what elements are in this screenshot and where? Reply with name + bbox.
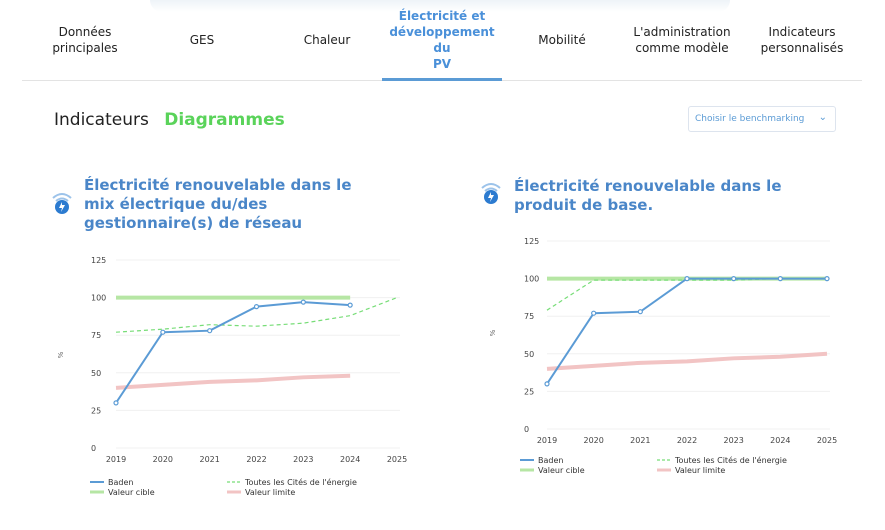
data-point	[300, 299, 306, 305]
x-tick-label: 2021	[630, 436, 650, 445]
y-tick-label: 25	[524, 387, 534, 396]
data-point	[591, 310, 597, 316]
tab-chaleur[interactable]: Chaleur	[303, 33, 351, 47]
data-point	[113, 400, 119, 406]
data-point	[824, 275, 830, 282]
tab-indicateurs-personnalises[interactable]: Indicateurs personnalisés	[760, 25, 844, 55]
legend-label: Valeur limite	[675, 466, 725, 475]
tab-administration-modele[interactable]: L'administration comme modèle	[633, 25, 731, 55]
x-tick-label: 2024	[340, 455, 360, 464]
x-tick-label: 2024	[770, 436, 790, 445]
tab-navigation: Données principales GES Chaleur Électric…	[22, 0, 862, 81]
x-tick-label: 2025	[387, 455, 407, 464]
y-axis-label: %	[489, 329, 497, 336]
series-line	[546, 277, 827, 311]
x-tick-label: 2023	[723, 436, 743, 445]
y-tick-label: 100	[524, 275, 539, 284]
x-tick-label: 2021	[199, 455, 219, 464]
series-line	[546, 351, 828, 371]
tab-ges[interactable]: GES	[189, 33, 215, 47]
data-point	[207, 328, 213, 334]
y-tick-label: 50	[524, 350, 534, 359]
legend-label: Toutes les Cités de l'énergie	[244, 477, 357, 487]
y-tick-label: 125	[524, 237, 539, 246]
data-point	[637, 309, 643, 315]
chart2: 0 25 50 75 100 125% 2019 2020 2021 2022 2023 2024 20…	[489, 237, 837, 475]
data-point	[160, 329, 166, 335]
series-line	[115, 373, 351, 390]
chart1: 0 25 50 75 100 125% 2019 2020 2021 2022 2023 2024 20…	[57, 256, 407, 497]
tab-mobilite[interactable]: Mobilité	[538, 33, 586, 47]
data-point	[253, 304, 260, 310]
y-tick-label: 75	[524, 312, 534, 321]
y-tick-label: 100	[91, 294, 106, 303]
data-point	[544, 381, 550, 387]
data-point	[684, 275, 690, 282]
y-tick-label: 25	[91, 406, 101, 415]
legend-label: Baden	[108, 478, 133, 487]
series-line	[115, 301, 351, 404]
renewable-electricity-icon	[50, 190, 74, 220]
data-point	[347, 302, 353, 308]
legend-label: Toutes les Cités de l'énergie	[674, 455, 787, 465]
y-tick-label: 0	[524, 425, 529, 434]
tab-electricite-pv[interactable]: Électricité et développement du PV	[382, 0, 502, 81]
tab-indicateurs[interactable]: Indicateurs	[54, 110, 149, 130]
series-line	[115, 297, 398, 333]
x-tick-label: 2022	[677, 436, 697, 445]
y-tick-label: 50	[91, 369, 101, 378]
x-tick-label: 2019	[537, 436, 557, 445]
chevron-down-icon: ⌄	[818, 112, 827, 123]
view-switch: Indicateurs Diagrammes	[54, 110, 295, 130]
x-tick-label: 2019	[106, 455, 126, 464]
benchmark-select[interactable]: Choisir le benchmarking ⌄	[688, 106, 836, 132]
legend-label: Baden	[538, 456, 563, 465]
x-tick-label: 2022	[246, 455, 266, 464]
header-backdrop	[150, 0, 730, 12]
renewable-product-icon	[479, 180, 503, 210]
legend-label: Valeur limite	[245, 488, 295, 497]
y-tick-label: 0	[91, 444, 96, 453]
x-tick-label: 2020	[583, 436, 603, 445]
y-axis-label: %	[57, 351, 65, 358]
data-point	[777, 275, 783, 282]
y-tick-label: 125	[91, 256, 106, 265]
x-tick-label: 2025	[817, 436, 837, 445]
x-tick-label: 2020	[153, 455, 173, 464]
tab-donnees-principales[interactable]: Données principales	[52, 25, 118, 55]
chart1-title: Électricité renouvelable dans le mix éle…	[84, 176, 352, 232]
data-point	[731, 275, 737, 282]
legend-label: Valeur cible	[108, 488, 155, 497]
tab-diagrammes[interactable]: Diagrammes	[164, 110, 285, 130]
y-tick-label: 75	[91, 331, 101, 340]
benchmark-placeholder: Choisir le benchmarking	[695, 114, 805, 124]
legend-label: Valeur cible	[538, 466, 585, 475]
x-tick-label: 2023	[293, 455, 313, 464]
chart2-title: Électricité renouvelable dans le produit…	[514, 177, 782, 214]
